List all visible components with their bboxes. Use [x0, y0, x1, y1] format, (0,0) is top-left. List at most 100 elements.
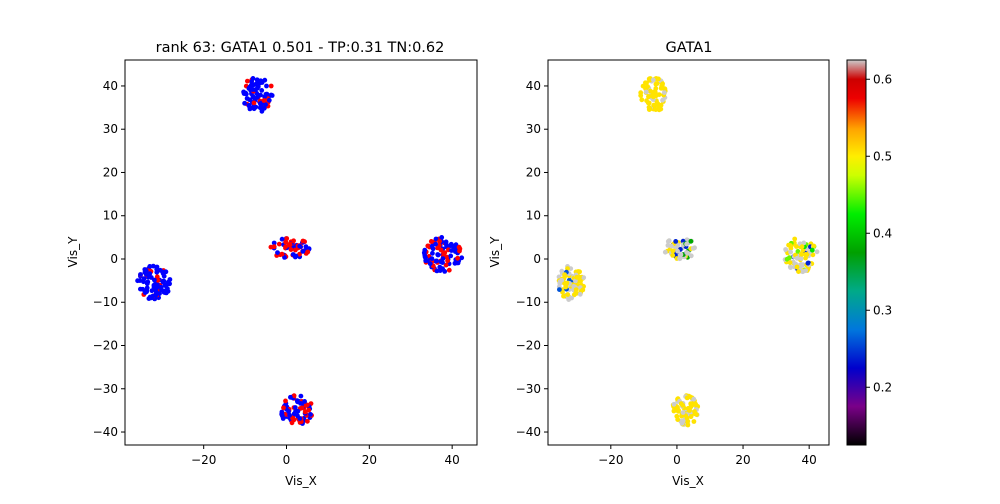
scatter-point	[295, 408, 301, 414]
scatter-point	[459, 255, 465, 261]
scatter-point	[655, 106, 661, 112]
scatter-point	[662, 86, 668, 92]
scatter-point	[271, 240, 277, 246]
scatter-point	[692, 409, 697, 414]
scatter-point	[577, 291, 583, 297]
scatter-point	[433, 241, 438, 247]
scatter-point	[291, 393, 297, 399]
scatter-point	[449, 248, 454, 253]
scatter-point	[573, 287, 579, 292]
scatter-point	[439, 235, 445, 240]
scatter-point	[291, 411, 297, 417]
scatter-point	[448, 241, 454, 247]
scatter-point	[293, 247, 298, 253]
scatter-point	[688, 238, 694, 244]
scatter-point	[671, 401, 677, 407]
scatter-point	[675, 417, 681, 422]
scatter-point	[562, 272, 567, 277]
scatter-point	[243, 91, 249, 97]
scatter-point	[656, 92, 662, 97]
panel-1-points	[135, 76, 465, 426]
scatter-point	[650, 94, 656, 100]
x-tick-label: 20	[362, 453, 377, 467]
scatter-point	[646, 104, 652, 110]
scatter-point	[690, 246, 696, 251]
scatter-point	[297, 243, 303, 249]
scatter-point	[268, 83, 274, 89]
scatter-point	[446, 267, 452, 273]
scatter-point	[271, 244, 277, 250]
panel-2-xticks: −20 0 20 40	[598, 445, 817, 467]
scatter-point	[443, 262, 449, 268]
colorbar-tick-label: 0.5	[873, 149, 892, 163]
scatter-point	[685, 250, 691, 256]
scatter-point	[671, 408, 677, 414]
scatter-point	[455, 255, 460, 261]
scatter-point	[573, 290, 579, 296]
scatter-point	[565, 266, 570, 271]
panel-2-ylabel: Vis_Y	[488, 236, 502, 268]
scatter-point	[251, 100, 257, 106]
colorbar-tick-label: 0.2	[873, 380, 892, 394]
x-tick-label: 0	[673, 453, 681, 467]
scatter-point	[435, 252, 441, 258]
scatter-point	[645, 100, 651, 106]
scatter-point	[263, 102, 268, 107]
scatter-point	[569, 295, 574, 301]
scatter-point	[255, 94, 260, 100]
scatter-point	[304, 402, 310, 408]
scatter-point	[788, 249, 793, 255]
scatter-point	[437, 238, 442, 244]
y-tick-label: −40	[93, 425, 118, 439]
scatter-point	[650, 77, 656, 83]
scatter-point	[290, 252, 296, 257]
scatter-point	[292, 405, 298, 410]
scatter-point	[287, 412, 292, 418]
scatter-point	[433, 236, 439, 242]
scatter-point	[436, 243, 442, 248]
scatter-point	[684, 395, 690, 401]
scatter-point	[254, 77, 260, 83]
scatter-point	[291, 238, 296, 244]
scatter-point	[658, 85, 664, 91]
scatter-point	[688, 253, 694, 259]
scatter-point	[140, 286, 146, 292]
scatter-point	[578, 279, 583, 284]
colorbar-tick-label: 0.4	[873, 226, 892, 240]
scatter-point	[433, 258, 439, 264]
panel-1-ylabel: Vis_Y	[66, 236, 80, 268]
scatter-point	[798, 251, 804, 257]
scatter-point	[440, 266, 445, 272]
scatter-point	[443, 239, 449, 245]
scatter-point	[783, 247, 788, 252]
scatter-point	[286, 242, 292, 248]
scatter-point	[434, 268, 440, 274]
panel-2-title: GATA1	[666, 40, 713, 56]
scatter-point	[261, 98, 267, 103]
colorbar-gradient	[846, 59, 867, 446]
scatter-point	[421, 250, 427, 256]
y-tick-label: 10	[526, 209, 541, 223]
scatter-point	[294, 398, 300, 404]
scatter-point	[565, 292, 571, 297]
scatter-point	[429, 243, 435, 249]
colorbar: 0.2 0.3 0.4 0.5 0.6	[846, 59, 892, 446]
scatter-point	[300, 249, 306, 254]
scatter-point	[557, 281, 563, 286]
panel-1: rank 63: GATA1 0.501 - TP:0.31 TN:0.62 −…	[66, 40, 478, 488]
scatter-point	[163, 269, 169, 275]
scatter-point	[429, 256, 435, 261]
y-tick-label: 0	[533, 252, 541, 266]
scatter-point	[300, 238, 306, 244]
scatter-point	[805, 260, 811, 266]
x-tick-label: 20	[735, 453, 750, 467]
scatter-point	[286, 409, 291, 414]
scatter-point	[675, 248, 680, 254]
scatter-point	[250, 94, 256, 99]
scatter-point	[150, 263, 156, 269]
scatter-point	[796, 269, 801, 274]
scatter-point	[691, 419, 697, 424]
scatter-point	[814, 249, 820, 255]
scatter-point	[154, 266, 160, 272]
scatter-point	[302, 399, 307, 404]
